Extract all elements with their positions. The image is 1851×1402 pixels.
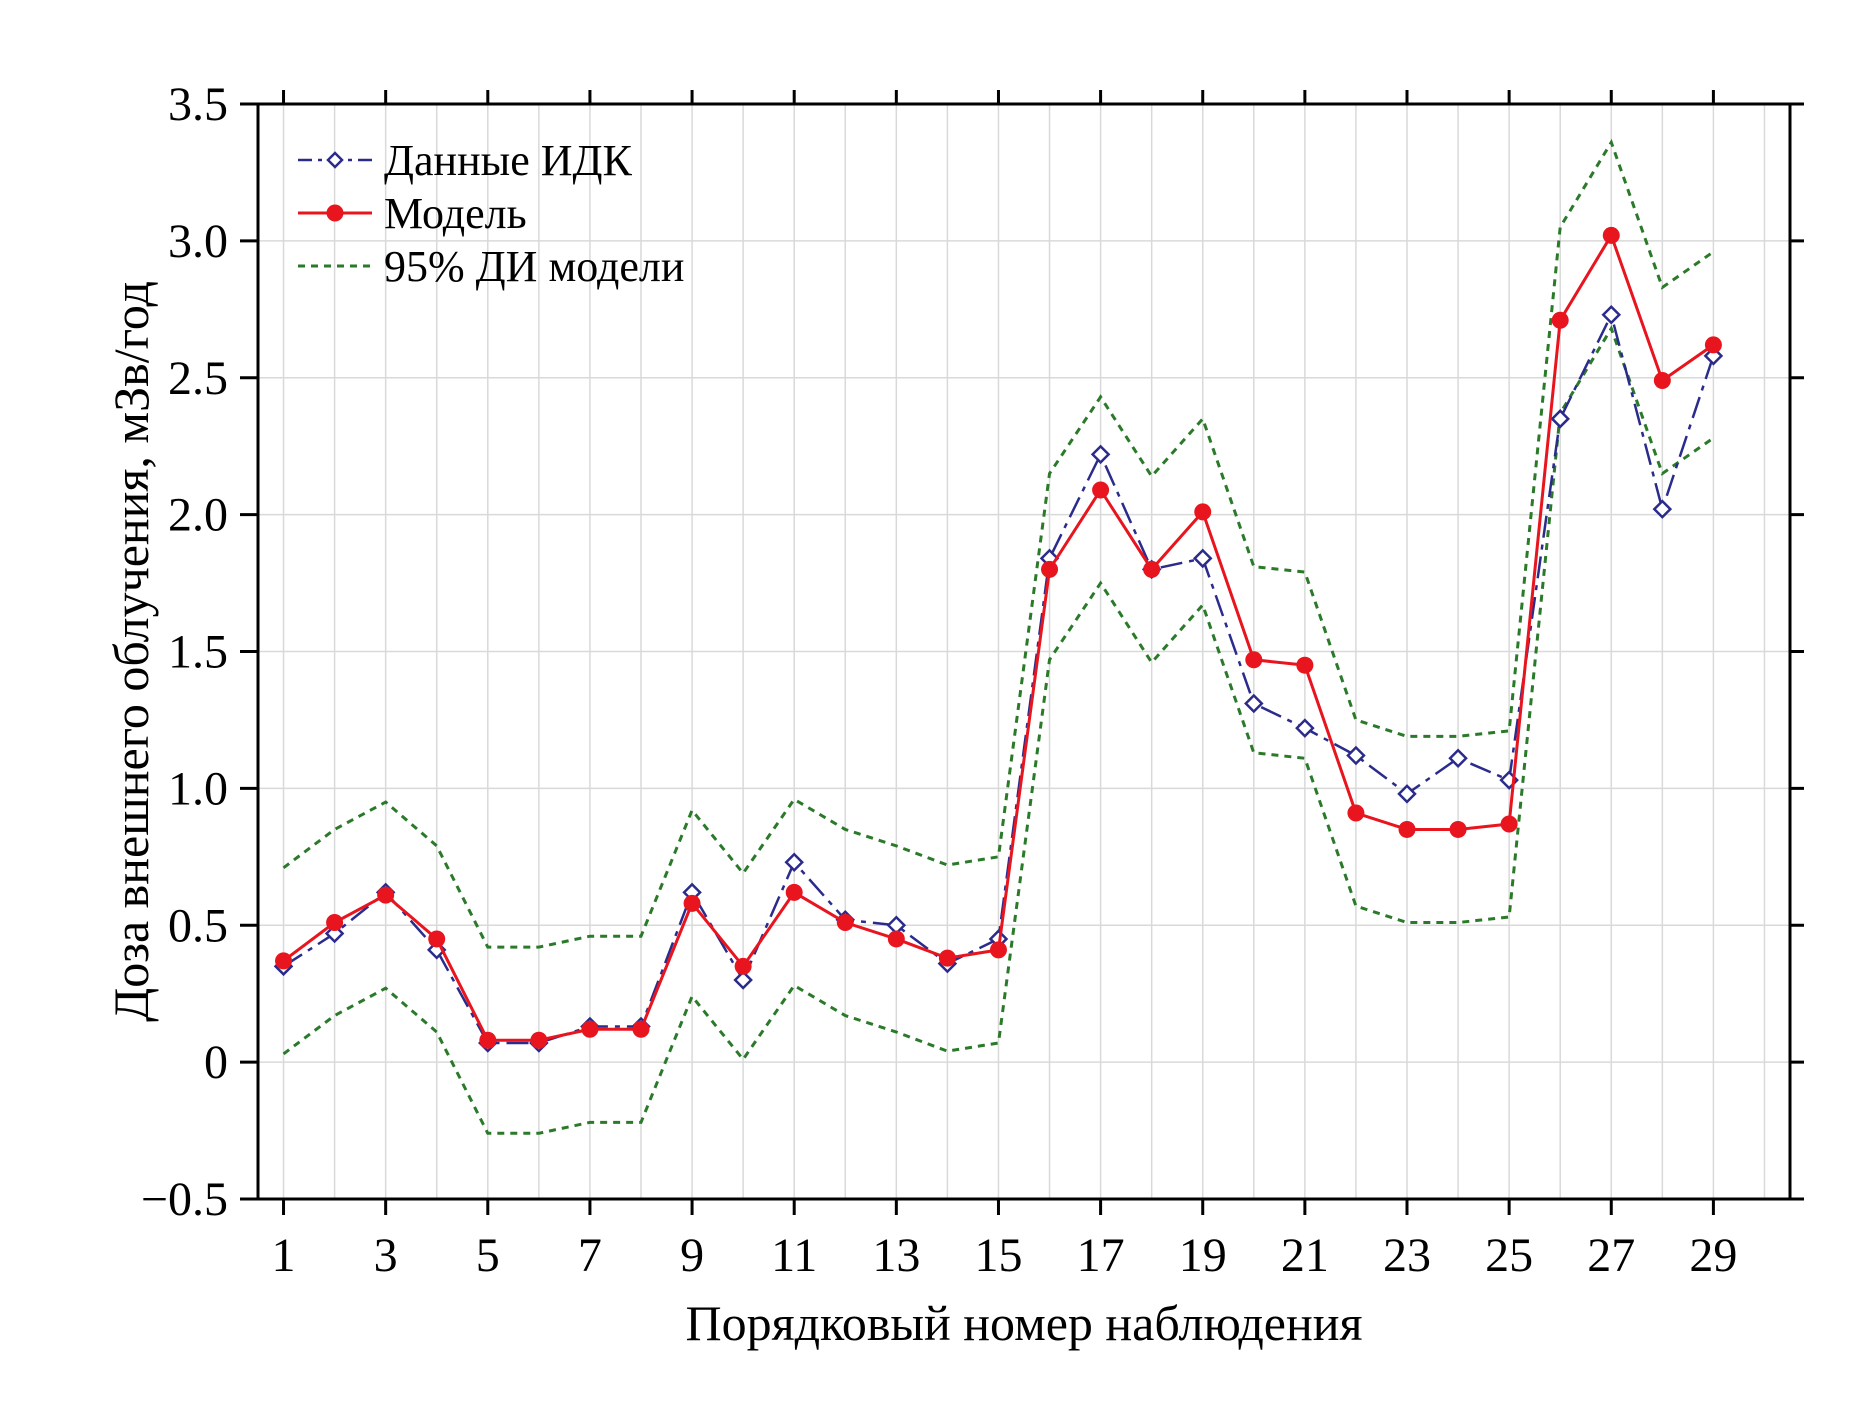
series-model — [275, 226, 1722, 1049]
y-tick-label: 2.5 — [168, 352, 228, 405]
observed-point — [1652, 499, 1673, 519]
model-point — [581, 1020, 599, 1038]
y-tick-label: 1.5 — [168, 626, 228, 679]
y-tick-label: 2.0 — [168, 489, 228, 542]
observed-point — [1448, 748, 1468, 769]
model-point — [377, 886, 395, 904]
series-layer — [273, 138, 1724, 1135]
model-point — [734, 957, 752, 975]
observed-point — [1192, 548, 1213, 569]
model-point — [938, 949, 956, 967]
y-tick-label: 0 — [204, 1036, 228, 1089]
model-point — [1653, 371, 1671, 389]
y-axis-title: Доза внешнего облучения, мЗв/год — [103, 281, 159, 1022]
y-tick-label: 3.5 — [168, 78, 228, 131]
observed-point — [1397, 784, 1417, 804]
model-point — [275, 952, 293, 970]
observed-point — [1244, 693, 1264, 714]
model-point — [1143, 560, 1161, 578]
x-axis-title: Порядковый номер наблюдения — [686, 1295, 1363, 1351]
legend-model-label: Модель — [384, 189, 527, 238]
x-tick-label: 29 — [1689, 1229, 1737, 1282]
model-point — [479, 1031, 497, 1049]
model-point — [887, 930, 905, 948]
observed-point — [1346, 745, 1366, 766]
model-point — [785, 883, 803, 901]
model-point — [1347, 804, 1365, 822]
y-tick-label: −0.5 — [141, 1173, 228, 1226]
x-tick-label: 27 — [1587, 1229, 1635, 1282]
model-point — [326, 914, 344, 932]
x-tick-label: 19 — [1179, 1229, 1227, 1282]
model-point — [1296, 656, 1314, 674]
x-tick-label: 11 — [771, 1229, 817, 1282]
model-point — [428, 930, 446, 948]
x-tick-label: 9 — [680, 1229, 704, 1282]
y-tick-label: 0.5 — [168, 899, 228, 952]
model-point — [1449, 820, 1467, 838]
axis-ticks — [240, 90, 1804, 1215]
model-point — [836, 914, 854, 932]
observed-point — [784, 852, 804, 873]
model-point — [632, 1020, 650, 1038]
x-tick-label: 7 — [578, 1229, 602, 1282]
model-point — [1041, 560, 1059, 578]
legend-observed-label: Данные ИДК — [384, 136, 633, 185]
x-tick-label: 3 — [374, 1229, 398, 1282]
model-point — [989, 941, 1007, 959]
model-point — [1194, 503, 1212, 521]
x-tick-label: 25 — [1485, 1229, 1533, 1282]
observed-point — [733, 970, 753, 990]
legend-observed-marker — [326, 151, 344, 169]
observed-point — [1295, 718, 1315, 738]
model-point — [683, 894, 701, 912]
y-tick-label: 1.0 — [168, 762, 228, 815]
model-point — [1551, 311, 1569, 329]
x-tick-label: 23 — [1383, 1229, 1431, 1282]
x-tick-label: 21 — [1281, 1229, 1329, 1282]
x-tick-label: 13 — [872, 1229, 920, 1282]
x-tick-label: 5 — [476, 1229, 500, 1282]
x-tick-label: 17 — [1077, 1229, 1125, 1282]
x-tick-label: 15 — [974, 1229, 1022, 1282]
legend-model-marker — [326, 204, 344, 222]
model-point — [1245, 651, 1263, 669]
model-point — [1092, 481, 1110, 499]
legend-ci-label: 95% ДИ модели — [384, 242, 684, 291]
observed-point — [1090, 444, 1111, 465]
model-point — [1704, 336, 1722, 354]
model-point — [530, 1031, 548, 1049]
model-point — [1398, 820, 1416, 838]
model-point — [1500, 815, 1518, 833]
tick-labels: 1 3 5 7 9 11 13 15 17 19 21 23 25 27 29−0.500.51.01.52… — [141, 78, 1737, 1282]
y-tick-label: 3.0 — [168, 215, 228, 268]
x-tick-label: 1 — [272, 1229, 296, 1282]
observed-point — [1601, 305, 1622, 325]
model-point — [1602, 226, 1620, 244]
observed-point — [1550, 409, 1570, 429]
